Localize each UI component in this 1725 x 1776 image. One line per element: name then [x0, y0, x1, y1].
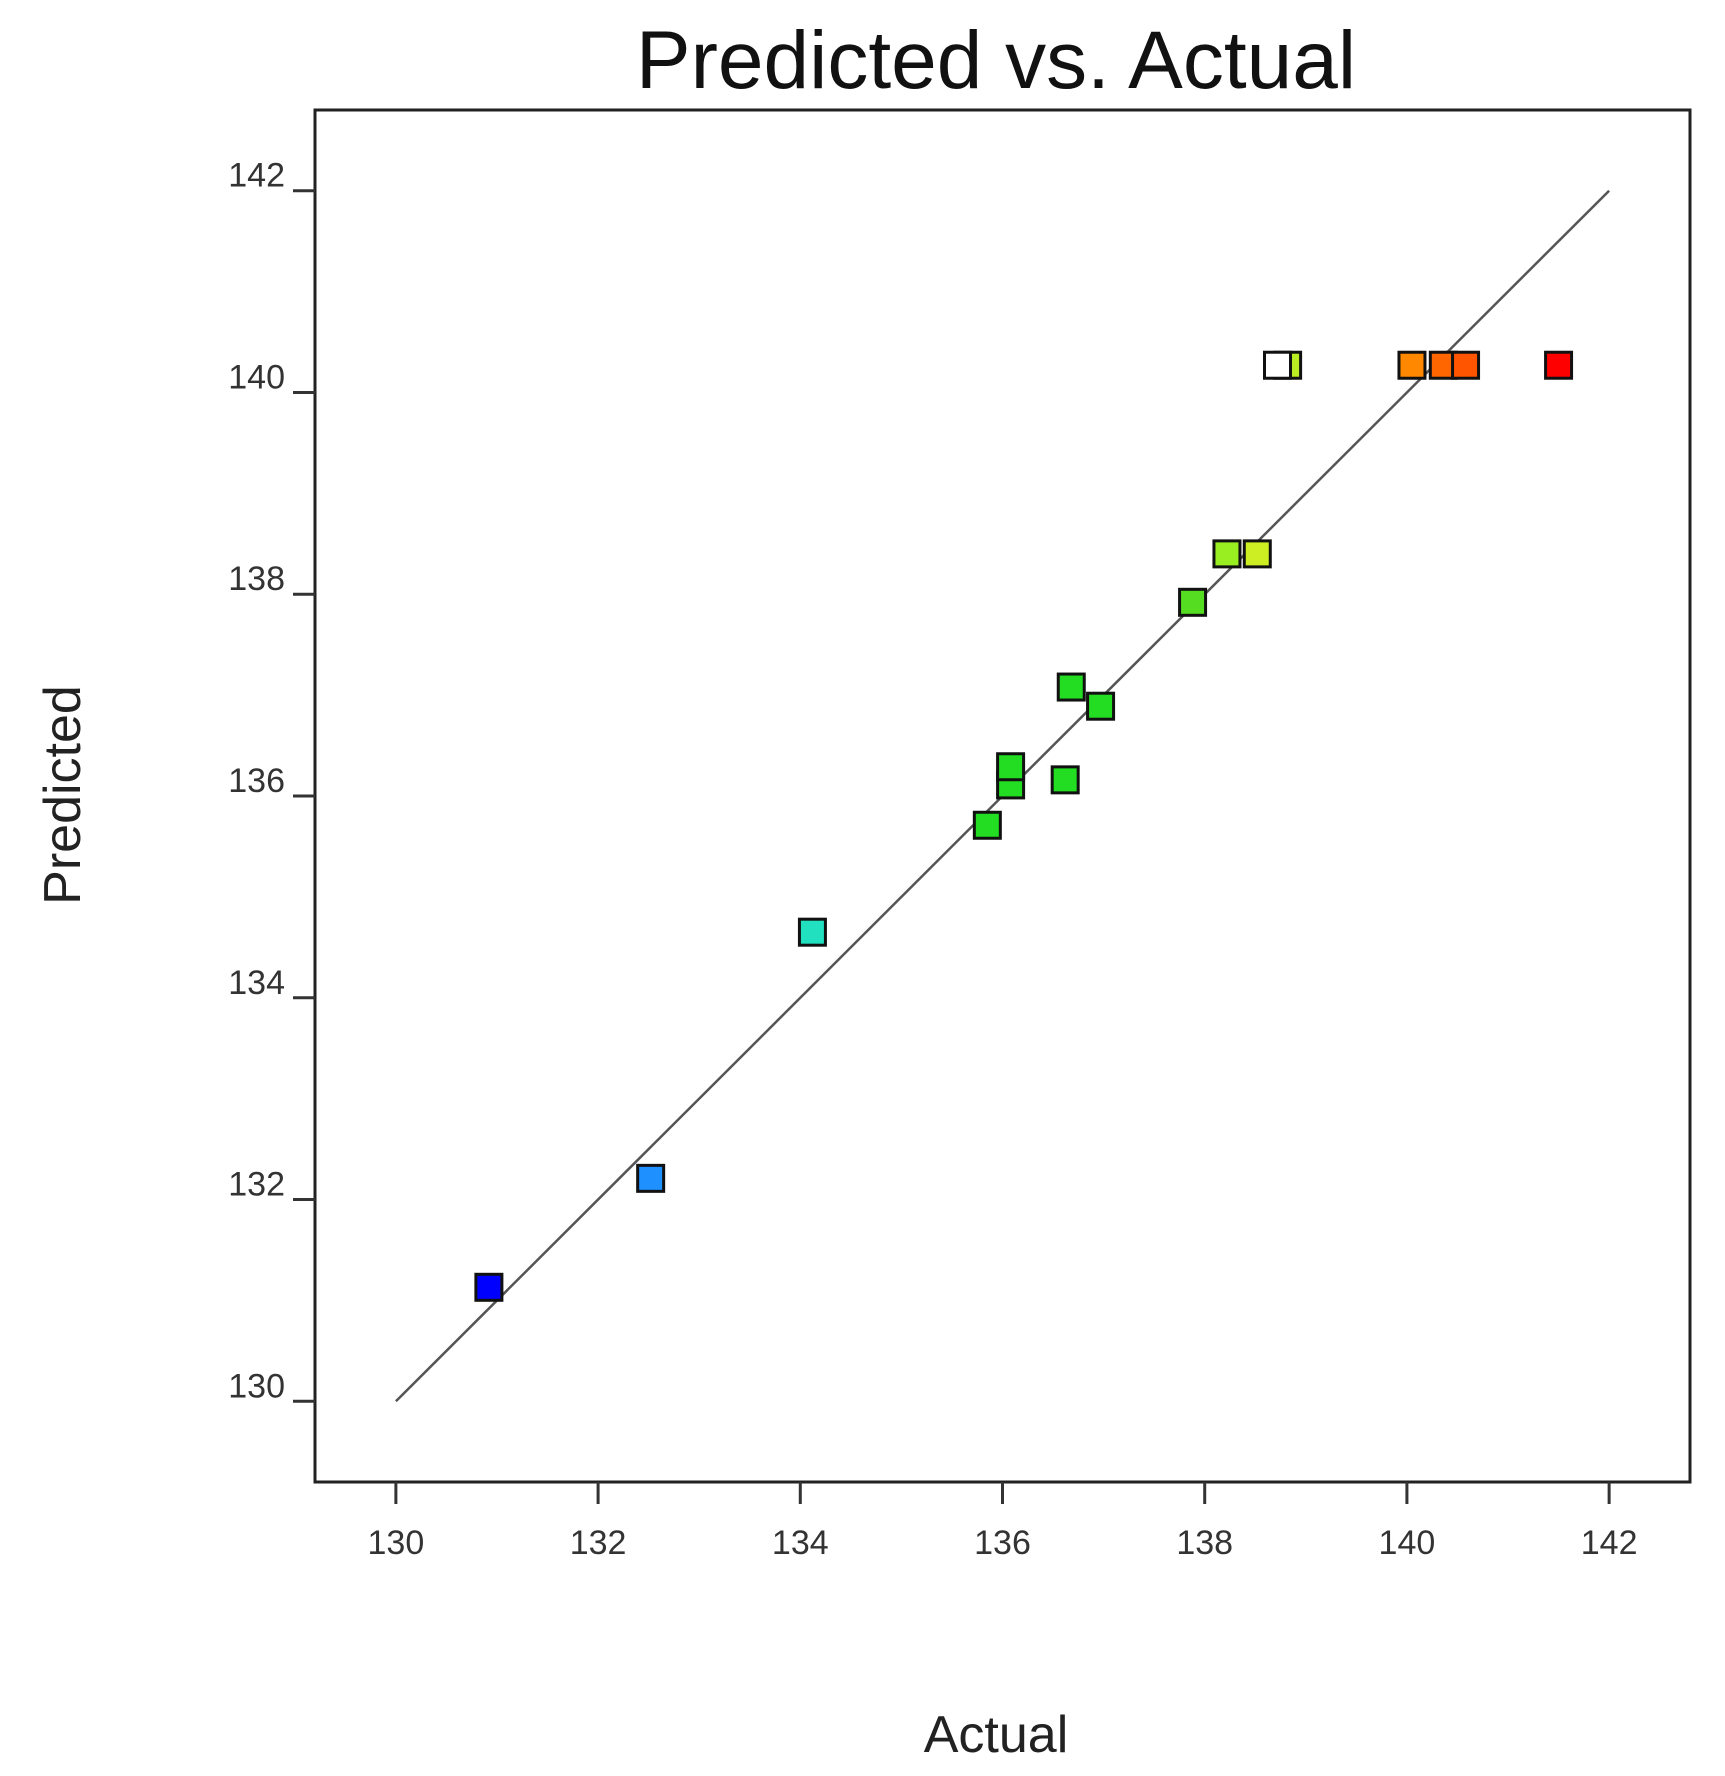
- x-axis-label: Actual: [924, 1706, 1069, 1764]
- data-point: [1263, 350, 1292, 380]
- y-tick-label: 130: [228, 1367, 285, 1405]
- x-tick-label: 136: [974, 1524, 1031, 1562]
- y-tick-label: 140: [228, 358, 285, 396]
- chart-title: Predicted vs. Actual: [636, 15, 1356, 106]
- data-point: [797, 917, 827, 947]
- x-tick-label: 130: [368, 1524, 425, 1562]
- data-point: [474, 1272, 504, 1302]
- x-tick-label: 132: [570, 1524, 627, 1562]
- data-point: [1242, 539, 1272, 569]
- y-tick-label: 134: [228, 964, 285, 1002]
- y-tick-label: 132: [228, 1166, 285, 1204]
- y-tick-label: 136: [228, 762, 285, 800]
- x-tick-label: 142: [1581, 1524, 1638, 1562]
- data-point: [1451, 350, 1481, 380]
- y-axis-label: Predicted: [34, 685, 92, 905]
- data-point: [1056, 672, 1086, 702]
- y-tick-label: 142: [228, 157, 285, 195]
- data-point: [1086, 691, 1116, 721]
- data-point: [636, 1163, 666, 1193]
- axis-ticks: 130 132 134 136 138 140 142 130 132 134 136 138 140 1…: [228, 157, 1637, 1562]
- x-tick-label: 138: [1176, 1524, 1233, 1562]
- x-tick-label: 134: [772, 1524, 829, 1562]
- y-tick-label: 138: [228, 560, 285, 598]
- data-point: [1050, 765, 1080, 795]
- x-tick-label: 140: [1379, 1524, 1436, 1562]
- data-point: [972, 810, 1002, 840]
- data-point: [1544, 350, 1574, 380]
- data-point: [996, 752, 1026, 782]
- data-point: [1178, 587, 1208, 617]
- data-point: [1397, 350, 1427, 380]
- data-point: [1212, 539, 1242, 569]
- data-points: [474, 350, 1574, 1302]
